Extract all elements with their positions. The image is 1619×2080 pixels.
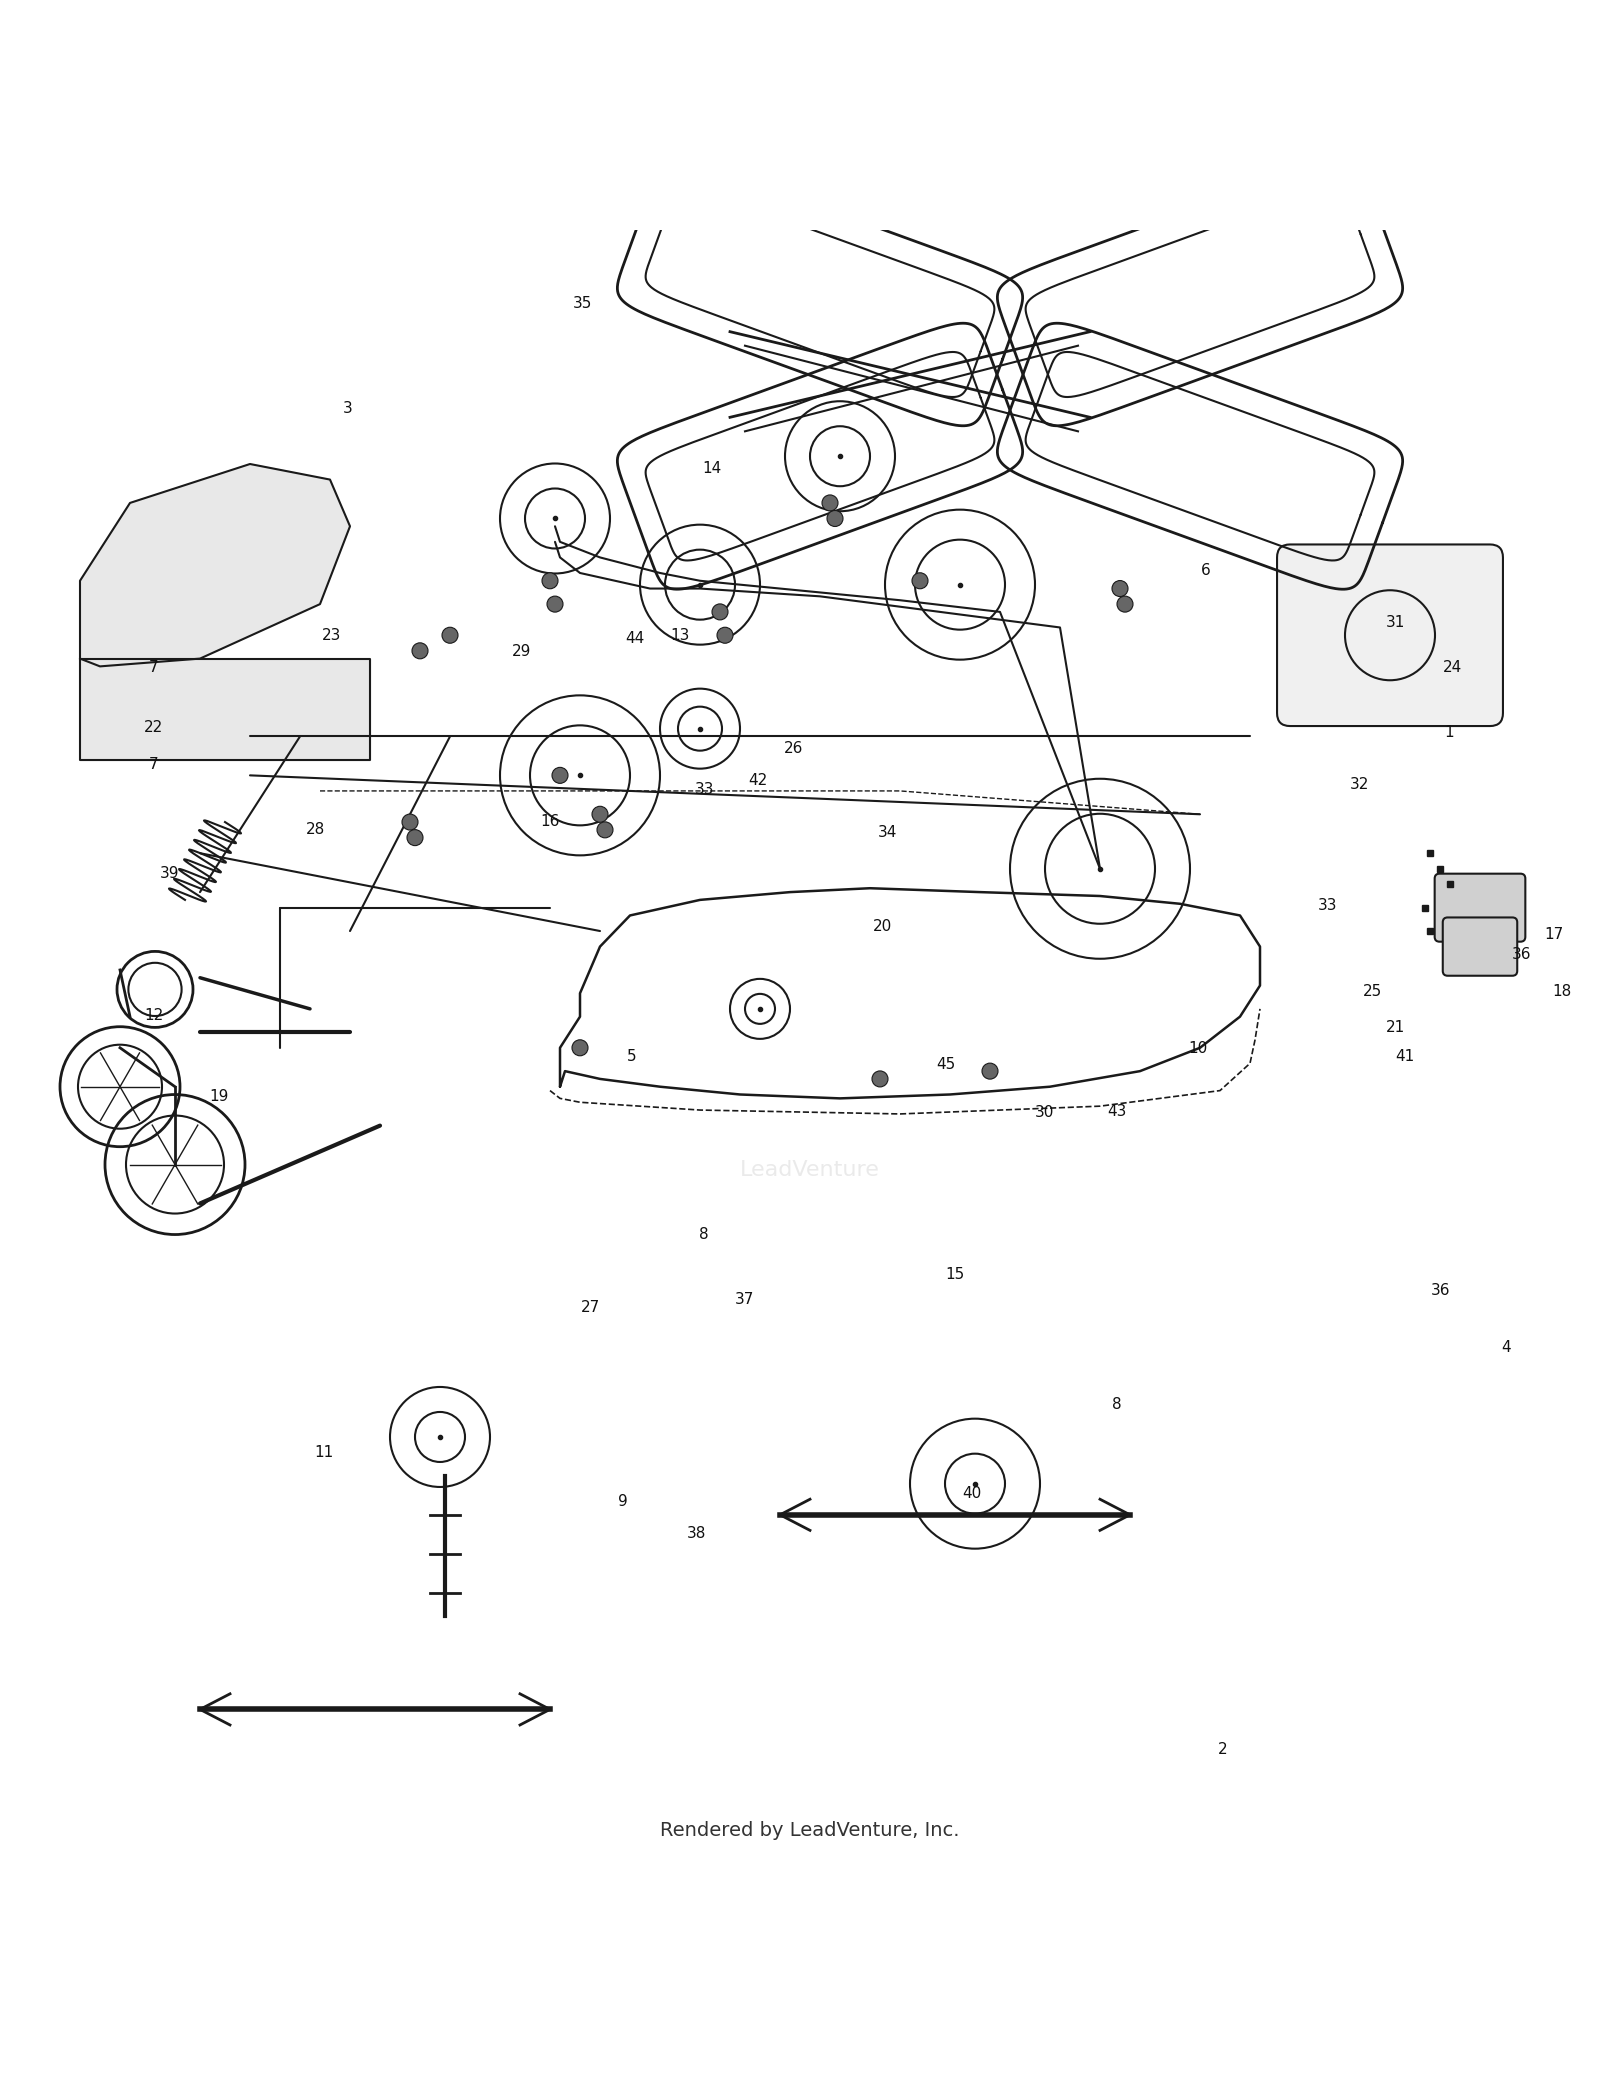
Circle shape bbox=[827, 510, 843, 526]
Circle shape bbox=[552, 768, 568, 784]
Text: 14: 14 bbox=[703, 462, 722, 476]
Circle shape bbox=[822, 495, 839, 512]
Circle shape bbox=[1117, 597, 1133, 612]
Text: 1: 1 bbox=[1444, 726, 1454, 740]
Text: 40: 40 bbox=[962, 1485, 981, 1502]
Text: 38: 38 bbox=[686, 1527, 706, 1541]
Text: 33: 33 bbox=[695, 782, 714, 797]
Text: 45: 45 bbox=[936, 1057, 955, 1071]
Text: 28: 28 bbox=[306, 822, 325, 836]
Text: 36: 36 bbox=[1512, 946, 1532, 961]
Text: 26: 26 bbox=[784, 740, 803, 755]
Circle shape bbox=[572, 1040, 588, 1057]
Text: 30: 30 bbox=[1035, 1104, 1054, 1121]
Text: 11: 11 bbox=[314, 1446, 334, 1460]
Text: 22: 22 bbox=[144, 720, 164, 734]
FancyBboxPatch shape bbox=[1443, 917, 1517, 976]
Text: 3: 3 bbox=[343, 401, 353, 416]
Text: 20: 20 bbox=[873, 919, 892, 934]
Text: 5: 5 bbox=[627, 1048, 636, 1063]
Text: 7: 7 bbox=[149, 659, 159, 676]
Circle shape bbox=[712, 603, 729, 620]
Circle shape bbox=[442, 628, 458, 643]
Text: 21: 21 bbox=[1386, 1019, 1405, 1034]
Text: 7: 7 bbox=[149, 757, 159, 772]
FancyBboxPatch shape bbox=[1434, 874, 1525, 942]
Circle shape bbox=[542, 572, 559, 589]
Text: 18: 18 bbox=[1553, 984, 1572, 998]
Circle shape bbox=[983, 1063, 997, 1080]
Text: 34: 34 bbox=[877, 826, 897, 840]
Circle shape bbox=[717, 628, 733, 643]
Text: 9: 9 bbox=[618, 1493, 628, 1508]
Text: 17: 17 bbox=[1545, 928, 1564, 942]
Circle shape bbox=[547, 597, 563, 612]
Circle shape bbox=[411, 643, 427, 659]
Text: 44: 44 bbox=[625, 630, 644, 647]
Circle shape bbox=[1112, 580, 1128, 597]
Text: 19: 19 bbox=[209, 1090, 228, 1104]
Circle shape bbox=[597, 822, 614, 838]
Text: 6: 6 bbox=[1201, 564, 1211, 578]
Text: 36: 36 bbox=[1431, 1283, 1451, 1298]
Text: 4: 4 bbox=[1501, 1340, 1511, 1354]
Text: 32: 32 bbox=[1350, 776, 1370, 792]
Text: 37: 37 bbox=[735, 1292, 754, 1306]
Polygon shape bbox=[79, 464, 350, 666]
Text: 12: 12 bbox=[144, 1009, 164, 1023]
Polygon shape bbox=[79, 659, 371, 759]
Text: 10: 10 bbox=[1188, 1040, 1208, 1055]
Text: 31: 31 bbox=[1386, 616, 1405, 630]
Text: 42: 42 bbox=[748, 774, 767, 788]
Text: 2: 2 bbox=[1217, 1741, 1227, 1758]
Text: 16: 16 bbox=[541, 813, 560, 830]
Text: 8: 8 bbox=[699, 1227, 709, 1242]
Circle shape bbox=[593, 807, 609, 822]
Text: 43: 43 bbox=[1107, 1104, 1127, 1119]
Circle shape bbox=[402, 813, 418, 830]
Circle shape bbox=[406, 830, 423, 847]
Text: 29: 29 bbox=[512, 645, 531, 659]
Circle shape bbox=[873, 1071, 887, 1088]
Text: 25: 25 bbox=[1363, 984, 1383, 998]
Text: LeadVenture: LeadVenture bbox=[740, 1159, 879, 1179]
FancyBboxPatch shape bbox=[1277, 545, 1502, 726]
Text: 23: 23 bbox=[322, 628, 342, 643]
Text: 39: 39 bbox=[160, 865, 180, 880]
Text: 15: 15 bbox=[945, 1267, 965, 1281]
Text: 27: 27 bbox=[581, 1300, 601, 1315]
Text: 41: 41 bbox=[1396, 1048, 1415, 1063]
Text: Rendered by LeadVenture, Inc.: Rendered by LeadVenture, Inc. bbox=[661, 1820, 958, 1839]
Text: 35: 35 bbox=[573, 295, 593, 310]
Text: 24: 24 bbox=[1443, 659, 1462, 676]
Text: 13: 13 bbox=[670, 628, 690, 643]
Text: 33: 33 bbox=[1318, 899, 1337, 913]
Text: 8: 8 bbox=[1112, 1398, 1122, 1412]
Circle shape bbox=[911, 572, 928, 589]
